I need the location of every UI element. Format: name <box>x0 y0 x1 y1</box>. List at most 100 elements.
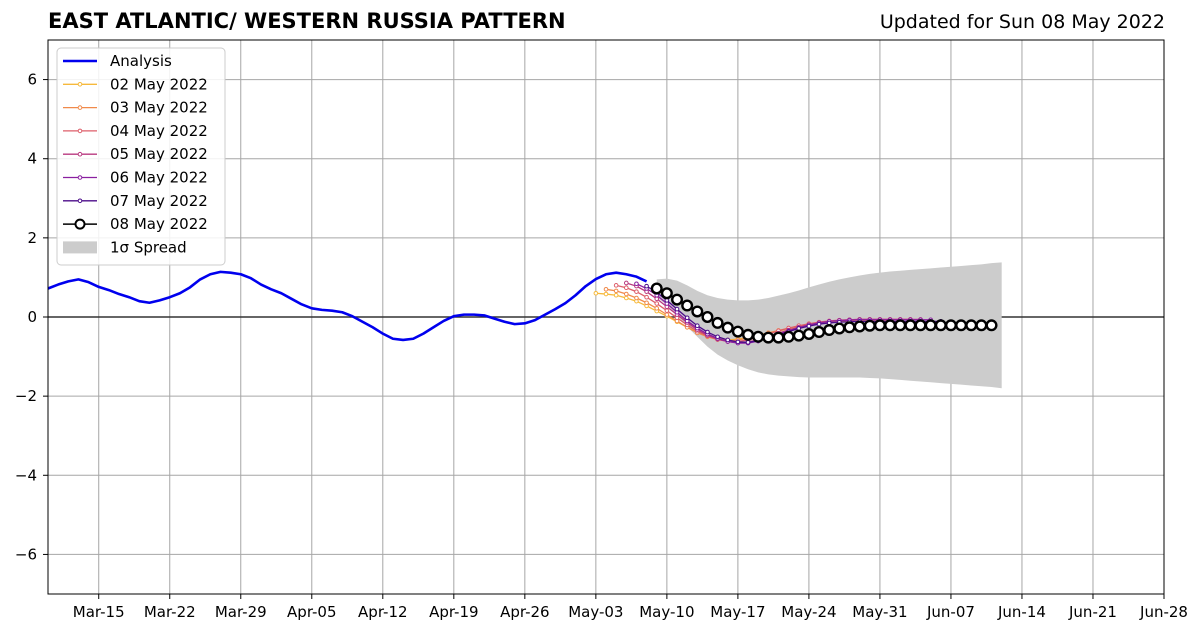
data-point <box>725 337 731 343</box>
data-point <box>705 329 710 335</box>
x-tick-label: Apr-26 <box>500 603 550 621</box>
data-point <box>695 323 700 329</box>
x-tick-label: Jun-14 <box>997 603 1046 621</box>
data-point <box>742 328 755 341</box>
data-point <box>634 289 639 294</box>
data-point <box>593 290 599 296</box>
data-point <box>715 334 720 340</box>
x-tick-label: Jun-28 <box>1139 603 1188 621</box>
legend-marker <box>74 218 86 230</box>
y-tick-label: −2 <box>15 387 37 405</box>
y-tick-label: −6 <box>15 545 37 563</box>
x-tick-label: Jun-07 <box>926 603 975 621</box>
data-point <box>634 295 639 301</box>
data-point <box>623 285 629 291</box>
data-point <box>782 330 795 343</box>
data-point <box>654 305 660 311</box>
y-tick-label: 4 <box>27 150 37 168</box>
legend-marker <box>77 151 83 157</box>
analysis-line <box>47 270 648 342</box>
data-point <box>752 330 765 343</box>
data-point <box>654 301 660 306</box>
data-point <box>634 281 639 287</box>
data-point <box>613 292 619 298</box>
x-tick-label: May-03 <box>568 603 623 621</box>
axes-frame <box>47 39 1165 595</box>
data-point <box>623 291 629 297</box>
data-point <box>833 322 846 335</box>
data-point <box>721 321 734 334</box>
x-tick-label: Mar-15 <box>73 603 125 621</box>
data-point <box>816 321 822 327</box>
axis-layer: Mar-15 Mar-22 Mar-29 Apr-05 Apr-12 Apr-19 Apr-… <box>15 39 1188 621</box>
data-point <box>934 319 947 332</box>
legend-label: Analysis <box>110 52 172 70</box>
data-point <box>623 295 629 301</box>
data-point <box>975 319 988 332</box>
data-point <box>691 305 704 318</box>
data-point <box>772 331 785 344</box>
data-point <box>985 319 998 332</box>
x-tick-label: Apr-05 <box>287 603 337 621</box>
x-tick-label: Apr-12 <box>358 603 408 621</box>
y-tick-label: 2 <box>27 229 37 247</box>
y-tick-label: 0 <box>27 308 37 326</box>
data-point <box>644 300 649 306</box>
data-point <box>762 331 775 344</box>
data-point <box>650 282 663 295</box>
data-point <box>735 339 741 345</box>
x-tick-label: Mar-22 <box>144 603 196 621</box>
data-point <box>806 323 812 329</box>
data-point <box>654 296 660 302</box>
chart-updated-date: Updated for Sun 08 May 2022 <box>879 11 1165 33</box>
data-point <box>823 324 836 337</box>
legend-patch <box>63 241 97 254</box>
legend-label: 06 May 2022 <box>110 169 208 187</box>
x-tick-label: May-31 <box>852 603 907 621</box>
data-point <box>660 287 673 300</box>
data-point <box>802 328 815 341</box>
data-point <box>792 329 805 342</box>
data-point <box>664 312 670 317</box>
legend-marker <box>77 175 83 180</box>
data-point <box>603 287 609 292</box>
data-point <box>843 321 856 334</box>
legend-label: 05 May 2022 <box>110 145 208 163</box>
data-point <box>681 299 694 312</box>
data-point <box>671 293 684 306</box>
legend-marker <box>77 82 83 87</box>
data-point <box>684 315 690 321</box>
data-point <box>644 294 649 300</box>
data-point <box>863 319 876 332</box>
chart-legend: Analysis 02 May 2022 03 May 2022 04 May 202… <box>56 47 226 266</box>
data-point <box>914 319 927 332</box>
data-point <box>965 319 978 332</box>
data-point <box>613 283 619 288</box>
data-point <box>623 280 629 286</box>
data-point <box>904 319 917 332</box>
data-point <box>674 306 680 312</box>
x-tick-label: May-10 <box>639 603 694 621</box>
series-layer <box>47 270 998 346</box>
legend-marker <box>77 198 83 204</box>
data-point <box>873 319 886 332</box>
data-point <box>644 283 649 289</box>
x-tick-label: Apr-19 <box>429 603 479 621</box>
data-point <box>701 311 714 324</box>
data-point <box>603 291 609 297</box>
x-tick-label: May-24 <box>781 603 836 621</box>
data-point <box>731 325 744 338</box>
data-point <box>664 308 670 313</box>
x-tick-label: Mar-29 <box>215 603 267 621</box>
data-point <box>813 326 826 339</box>
data-point <box>884 319 897 332</box>
data-point <box>711 316 724 329</box>
data-point <box>613 288 619 294</box>
legend-marker <box>77 128 83 134</box>
legend-label: 08 May 2022 <box>110 215 208 233</box>
data-point <box>894 319 907 332</box>
legend-label: 02 May 2022 <box>110 75 208 93</box>
data-point <box>853 320 866 333</box>
chart-title: EAST ATLANTIC/ WESTERN RUSSIA PATTERN <box>48 9 566 33</box>
